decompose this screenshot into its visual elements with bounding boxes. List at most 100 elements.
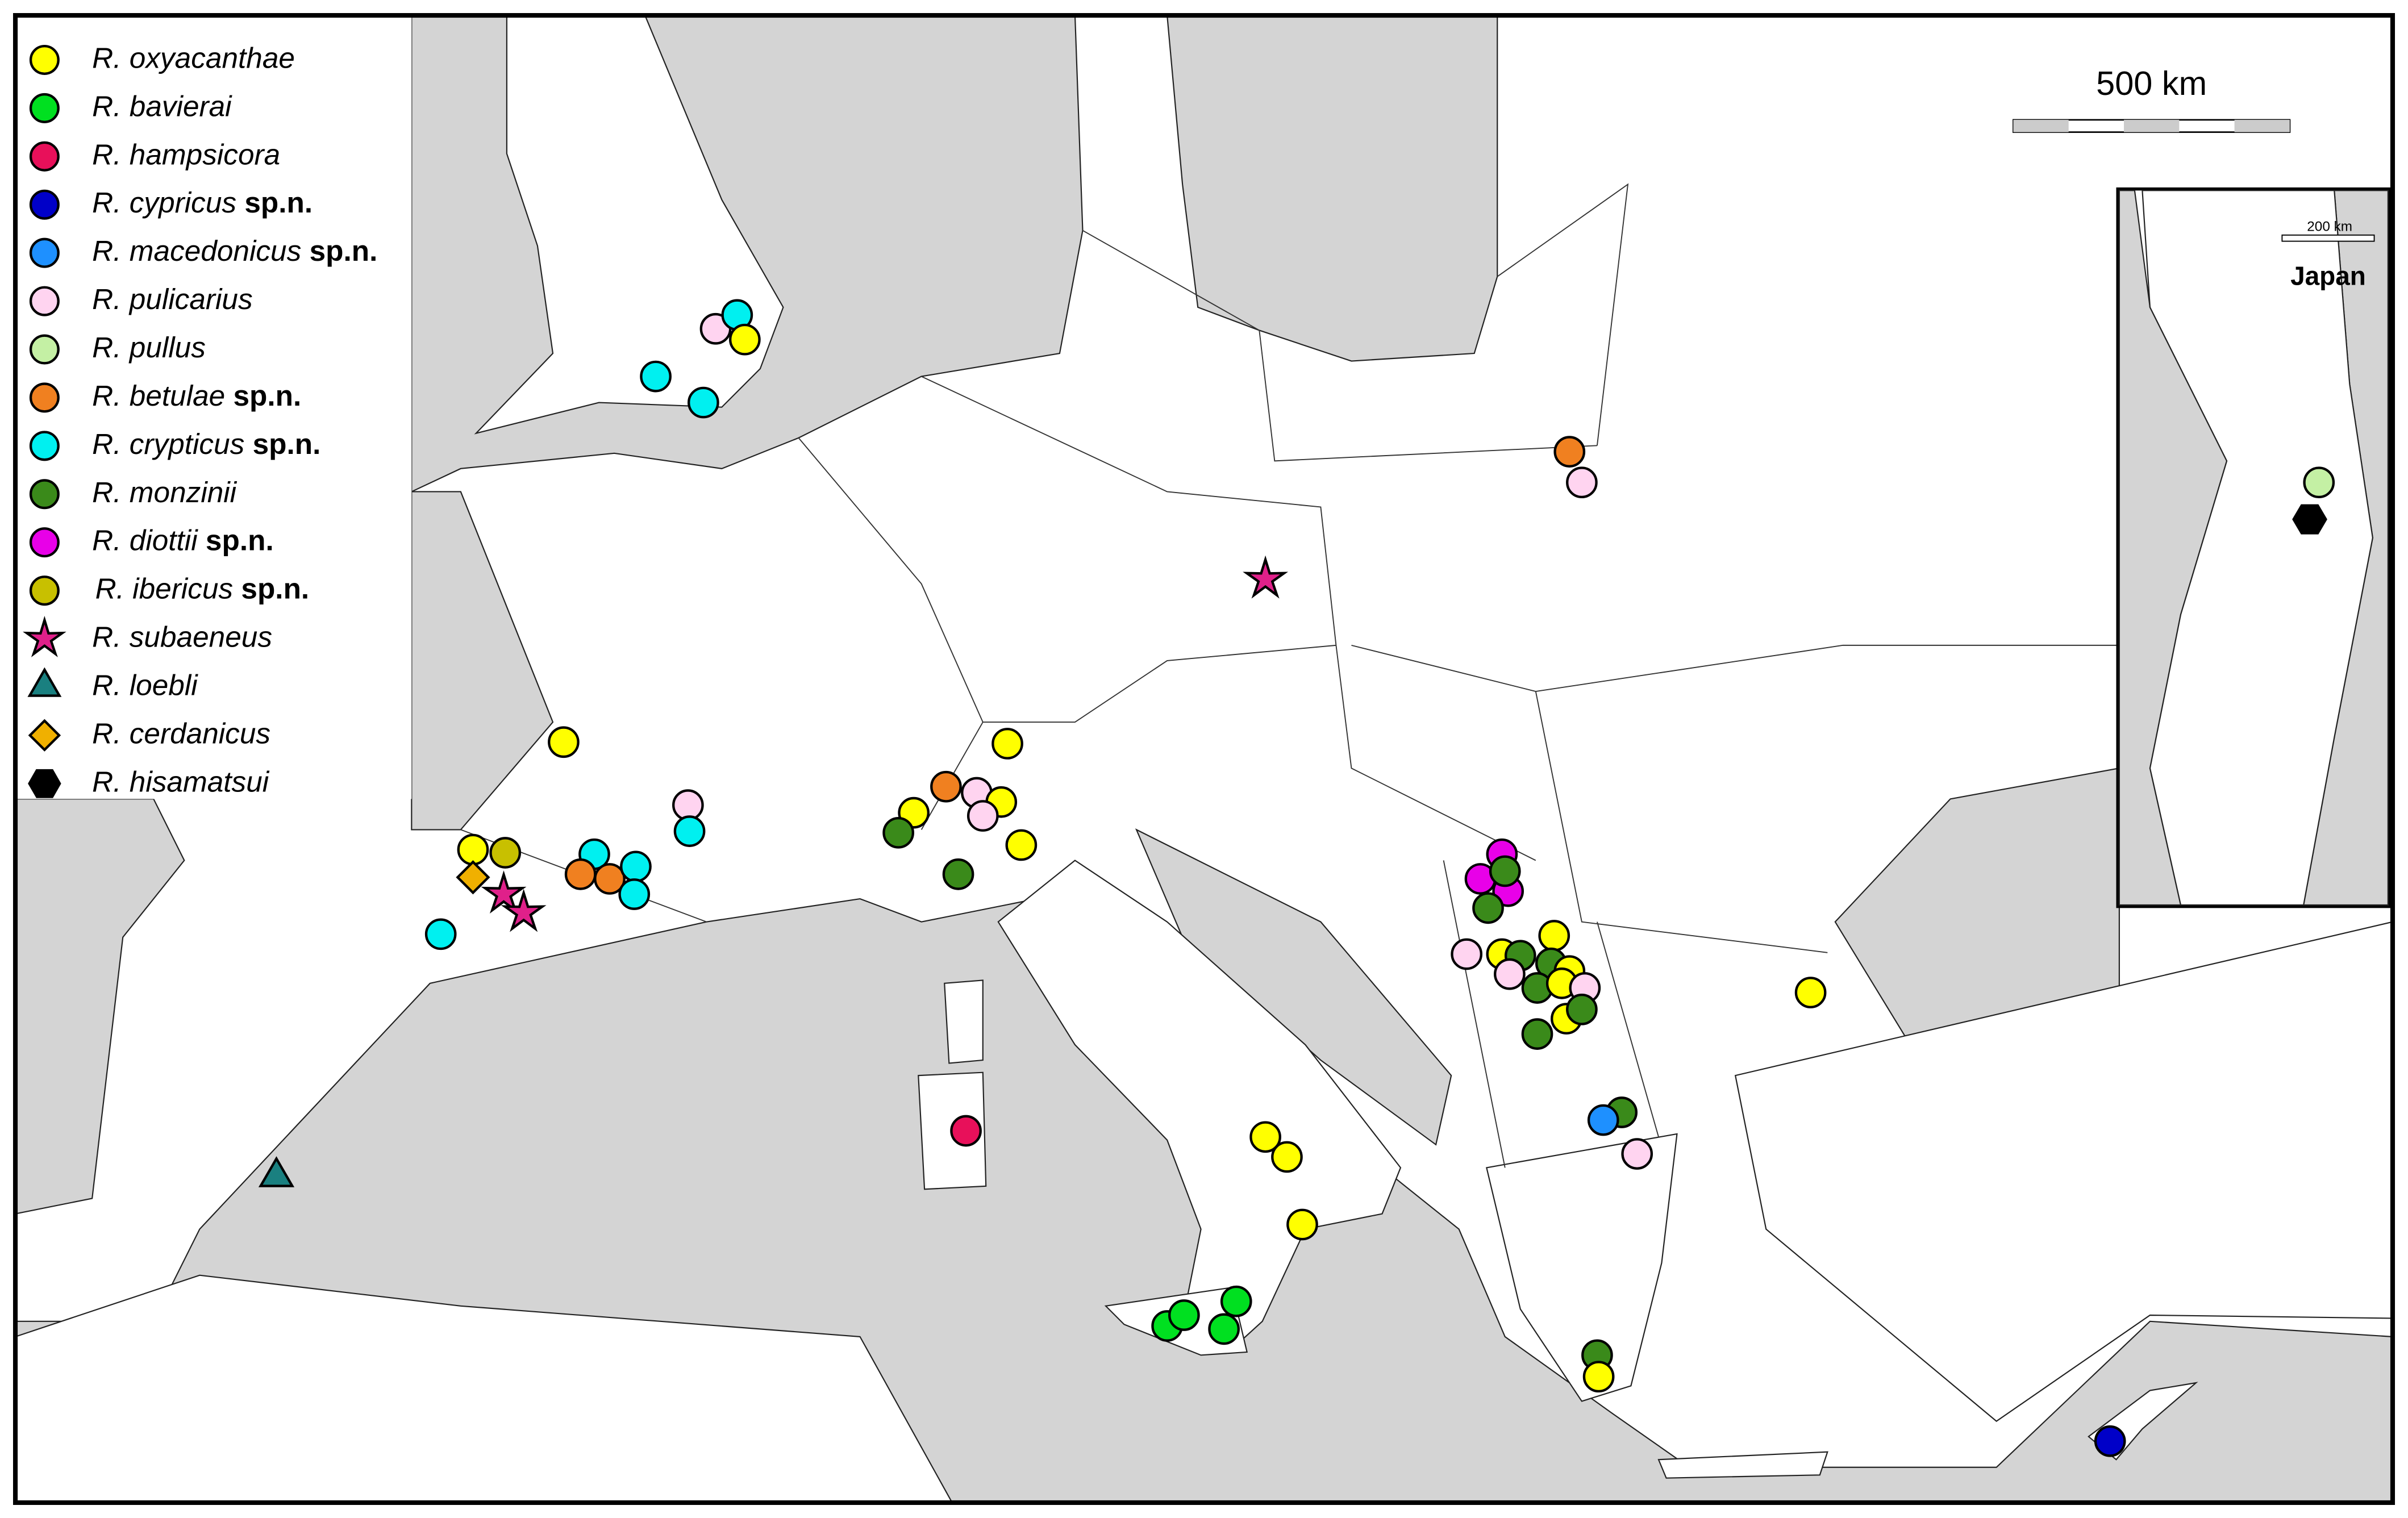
legend-background — [15, 15, 412, 799]
marker-circle — [424, 918, 457, 950]
marker-star — [1243, 555, 1289, 599]
legend-new-species-tag: sp.n. — [206, 524, 274, 556]
legend-entry: R. bavierai — [92, 90, 232, 122]
marker-circle — [2303, 466, 2335, 499]
legend-species-name: R. hampsicora — [92, 138, 280, 170]
marker-circle — [1005, 829, 1038, 861]
legend-species-name: R. crypticus — [92, 427, 244, 460]
marker-circle — [29, 93, 60, 123]
legend-entry: R. oxyacanthae — [92, 41, 295, 74]
marker-circle — [457, 833, 489, 866]
marker-circle — [29, 382, 60, 413]
scale-bar-segment — [2123, 119, 2180, 132]
legend-entry: R. macedonicus sp.n. — [92, 235, 377, 267]
marker-circle — [29, 237, 60, 268]
corsica — [944, 979, 984, 1064]
basemap — [14, 14, 2394, 1504]
legend-species-name: R. ibericus — [95, 572, 234, 604]
legend-entry: R. cerdanicus — [92, 717, 270, 749]
legend-species-name: R. bavierai — [92, 90, 232, 122]
legend-species-name: R. macedonicus — [92, 235, 301, 267]
legend-entry: R. hisamatsui — [92, 765, 270, 798]
legend-species-name: R. loebli — [92, 669, 198, 701]
marker-circle — [1521, 1018, 1553, 1050]
marker-circle — [1489, 855, 1521, 887]
marker-circle — [29, 527, 60, 558]
marker-circle — [29, 334, 60, 365]
marker-circle — [489, 837, 522, 869]
scale-bar: 500 km — [2013, 64, 2291, 133]
marker-circle — [930, 770, 962, 803]
marker-circle — [1249, 1121, 1281, 1153]
legend-entry: R. cypricus sp.n. — [92, 186, 313, 219]
legend-entry: R. diottii sp.n. — [92, 524, 274, 556]
marker-circle — [1208, 1313, 1240, 1345]
marker-circle — [1220, 1285, 1252, 1317]
legend-species-name: R. cerdanicus — [92, 717, 270, 749]
marker-hexagon — [2292, 504, 2327, 535]
marker-circle — [1621, 1138, 1653, 1170]
marker-circle — [942, 858, 974, 890]
legend-entry: R. betulae sp.n. — [92, 379, 301, 411]
marker-diamond — [28, 719, 61, 752]
marker-triangle — [27, 667, 62, 697]
inset-japan: 200 km Japan — [2116, 187, 2392, 908]
legend-species-name: R. monzinii — [92, 476, 238, 508]
legend-entry: R. monzinii — [92, 476, 238, 508]
marker-circle — [950, 1115, 982, 1147]
marker-circle — [1494, 958, 1526, 990]
marker-circle — [882, 816, 914, 849]
marker-circle — [29, 189, 60, 220]
legend-species-name: R. oxyacanthae — [92, 41, 295, 74]
legend-species-name: R. pulicarius — [92, 283, 252, 315]
marker-circle — [729, 323, 761, 356]
marker-circle — [1451, 938, 1483, 970]
legend-species-name: R. diottii — [92, 524, 198, 556]
marker-circle — [966, 800, 999, 832]
marker-circle — [29, 479, 60, 510]
marker-circle — [1582, 1361, 1615, 1393]
legend-entry: R. loebli — [92, 669, 198, 701]
legend-entry: R. crypticus sp.n. — [92, 427, 320, 460]
marker-circle — [673, 815, 706, 847]
legend-species-name: R. subaeneus — [92, 620, 272, 653]
marker-circle — [1566, 466, 1598, 499]
legend-entry: R. subaeneus — [92, 620, 272, 653]
inset-scale-label: 200 km — [2307, 219, 2352, 235]
marker-circle — [29, 286, 60, 316]
marker-triangle — [258, 1156, 295, 1187]
legend: R. oxyacanthae R. bavierai R. hampsicora R.… — [23, 41, 377, 798]
greece — [1485, 1133, 1678, 1402]
marker-star — [23, 616, 66, 657]
legend-new-species-tag: sp.n. — [310, 235, 378, 267]
marker-circle — [1286, 1208, 1318, 1241]
marker-circle — [1472, 892, 1504, 924]
marker-circle — [1168, 1299, 1200, 1331]
marker-circle — [29, 141, 60, 172]
marker-circle — [991, 728, 1023, 760]
marker-circle — [618, 878, 651, 910]
legend-entry: R. pullus — [92, 331, 206, 364]
marker-circle — [564, 858, 597, 890]
inset-land — [2142, 190, 2373, 906]
marker-circle — [1553, 436, 1586, 468]
baltic-sea — [1166, 14, 1498, 362]
scale-bar-segment — [2234, 119, 2290, 132]
legend-entry: R. pulicarius — [92, 283, 252, 315]
marker-circle — [672, 789, 704, 821]
marker-circle — [29, 575, 60, 606]
scale-label: 500 km — [2096, 64, 2207, 102]
legend-species-name: R. pullus — [92, 331, 206, 364]
marker-circle — [640, 360, 672, 393]
legend-entry: R. ibericus sp.n. — [95, 572, 310, 604]
legend-new-species-tag: sp.n. — [253, 427, 321, 460]
marker-circle — [620, 850, 652, 883]
marker-circle — [1566, 993, 1598, 1025]
legend-new-species-tag: sp.n. — [234, 379, 302, 411]
legend-species-name: R. cypricus — [92, 186, 236, 219]
marker-circle — [688, 386, 719, 419]
inset-scale-bar — [2281, 234, 2375, 242]
marker-circle — [594, 863, 626, 895]
marker-circle — [1794, 977, 1827, 1008]
